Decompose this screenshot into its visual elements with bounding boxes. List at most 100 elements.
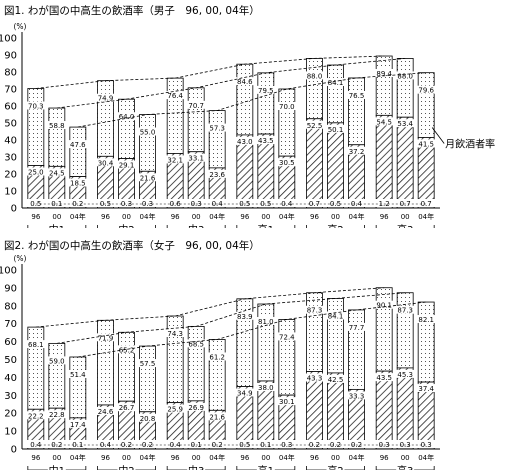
bar-segment-top bbox=[306, 292, 323, 372]
y-tick-label: 100 bbox=[0, 266, 17, 277]
bar-segment-top bbox=[48, 107, 66, 167]
data-label-bottom: 0.5 bbox=[330, 200, 341, 208]
data-label-bg bbox=[235, 388, 254, 397]
y-tick-label: 20 bbox=[4, 170, 17, 181]
data-label-top: 70.3 bbox=[28, 102, 44, 110]
data-label-bg bbox=[235, 136, 254, 145]
data-label-top: 77.7 bbox=[349, 324, 365, 332]
data-label-bg bbox=[26, 101, 45, 110]
data-label-bg bbox=[417, 315, 436, 324]
x-group-label: 高3 bbox=[397, 223, 413, 228]
data-label-top: 58.8 bbox=[49, 122, 65, 130]
x-tick-label-year: 00 bbox=[261, 454, 270, 462]
data-label-bg bbox=[187, 402, 206, 411]
group-label-bg bbox=[256, 464, 275, 470]
data-label-bg bbox=[375, 117, 394, 126]
bar-segment-mid bbox=[396, 116, 414, 209]
bar-segment-mid bbox=[306, 118, 323, 209]
data-label-top: 88.0 bbox=[397, 72, 413, 80]
data-label-mid: 23.6 bbox=[209, 171, 225, 179]
x-tick-label-year: 04年 bbox=[349, 453, 365, 462]
data-label-top: 47.6 bbox=[70, 141, 86, 149]
data-label-mid: 20.8 bbox=[140, 415, 156, 423]
data-label-bg bbox=[117, 345, 136, 354]
x-group-label: 中2 bbox=[118, 464, 134, 470]
group-label-bg bbox=[47, 464, 66, 470]
x-tick-label-year: 96 bbox=[240, 454, 249, 462]
bar-segment-top bbox=[396, 58, 414, 118]
data-label-top: 74.3 bbox=[167, 330, 183, 338]
data-label-mid: 30.4 bbox=[98, 159, 114, 167]
data-label-bg bbox=[347, 199, 366, 207]
x-tick-label-year: 04年 bbox=[418, 453, 434, 462]
data-label-bg bbox=[208, 440, 227, 448]
data-label-bg bbox=[326, 124, 345, 133]
top-connector-line bbox=[56, 292, 406, 344]
data-label-bg bbox=[26, 340, 45, 349]
y-tick-label: 10 bbox=[4, 187, 17, 198]
data-label-bg bbox=[256, 382, 275, 391]
x-tick-label-year: 04年 bbox=[70, 453, 86, 462]
group-label-bg bbox=[187, 223, 206, 228]
x-group-label: 高1 bbox=[258, 223, 274, 228]
data-label-bg bbox=[68, 419, 87, 428]
data-label-bg bbox=[396, 369, 415, 378]
data-label-bg bbox=[138, 173, 157, 182]
y-tick-label: 0 bbox=[11, 445, 17, 456]
data-label-top: 70.0 bbox=[279, 103, 295, 111]
x-tick-label-year: 04年 bbox=[140, 212, 156, 221]
data-label-mid: 18.5 bbox=[70, 180, 86, 188]
y-tick-label: 70 bbox=[4, 85, 17, 96]
data-label-mid: 26.7 bbox=[119, 404, 135, 412]
bar-segment-top bbox=[208, 110, 226, 169]
data-label-top: 70.7 bbox=[188, 102, 204, 110]
data-label-mid: 30.5 bbox=[279, 159, 295, 167]
y-tick-label: 20 bbox=[4, 409, 17, 420]
x-group-label: 中2 bbox=[118, 223, 134, 228]
data-label-mid: 50.1 bbox=[328, 126, 344, 134]
data-label-bg bbox=[396, 199, 415, 207]
x-tick-label-year: 00 bbox=[261, 213, 270, 221]
data-label-bg bbox=[277, 397, 296, 406]
y-tick-label: 70 bbox=[4, 319, 17, 330]
data-label-bg bbox=[347, 440, 366, 448]
data-label-mid: 33.3 bbox=[349, 392, 365, 400]
x-tick-label-year: 04年 bbox=[349, 212, 365, 221]
data-label-bg bbox=[417, 139, 436, 148]
y-tick-label: 80 bbox=[4, 68, 17, 79]
data-label-top: 90.1 bbox=[376, 302, 392, 310]
y-axis-unit: (%) bbox=[14, 22, 27, 31]
bar-segment-top bbox=[375, 287, 393, 372]
x-tick-label-year: 96 bbox=[240, 213, 249, 221]
data-label-bg bbox=[68, 199, 87, 207]
bar-segment-top bbox=[417, 301, 435, 383]
top-connector-line bbox=[35, 287, 385, 328]
chart-girls: 0 10 20 30 40 50 60 70 80 90 100 (%) 68.1 22.2 0.4 96 59… bbox=[0, 254, 440, 470]
data-label-bg bbox=[208, 412, 227, 421]
data-label-top: 84.6 bbox=[237, 78, 253, 86]
y-tick-label: 90 bbox=[4, 283, 17, 294]
data-label-bg bbox=[277, 440, 296, 448]
data-label-mid: 24.6 bbox=[98, 408, 114, 416]
y-tick-label: 80 bbox=[4, 301, 17, 312]
bar-segment-top bbox=[97, 319, 114, 406]
x-tick-label-year: 00 bbox=[401, 213, 410, 221]
data-label-bg bbox=[277, 102, 296, 110]
data-label-bottom: 0.3 bbox=[142, 200, 153, 208]
top-connector-line bbox=[56, 58, 406, 109]
chart-title-girls: 図2. わが国の中高生の飲酒率（女子 96, 00, 04年） bbox=[4, 240, 260, 252]
data-label-top: 76.5 bbox=[349, 92, 365, 100]
bar-segment-top bbox=[417, 72, 435, 138]
data-label-bg bbox=[277, 332, 296, 341]
data-label-bg bbox=[96, 406, 115, 415]
data-label-bottom: 0.6 bbox=[170, 200, 182, 208]
data-label-bg bbox=[47, 168, 66, 177]
bar-segment-top bbox=[69, 126, 87, 177]
x-tick-label-year: 00 bbox=[331, 454, 340, 462]
annotation-leader-line bbox=[431, 127, 445, 144]
y-tick-label: 50 bbox=[4, 355, 17, 366]
bar-segment-top bbox=[257, 72, 275, 135]
group-label-bg bbox=[326, 223, 345, 228]
data-label-bottom: 0.3 bbox=[281, 441, 292, 449]
chart-panel-boys: 図1. わが国の中高生の飲酒率（男子 96, 00, 04年） 0 10 20 30 4… bbox=[0, 3, 506, 229]
